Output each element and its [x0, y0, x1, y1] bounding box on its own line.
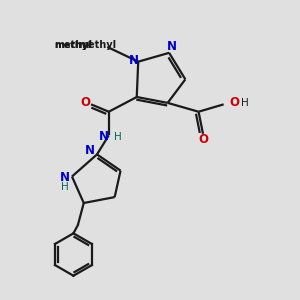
- Text: methyl: methyl: [78, 40, 116, 50]
- Text: H: H: [241, 98, 248, 108]
- Text: O: O: [198, 133, 208, 146]
- Text: methyl: methyl: [55, 41, 92, 50]
- Text: N: N: [128, 54, 139, 67]
- Text: N: N: [98, 130, 109, 143]
- Text: O: O: [81, 96, 91, 110]
- Text: methyl: methyl: [97, 43, 102, 45]
- Text: N: N: [167, 40, 176, 53]
- Text: O: O: [229, 96, 239, 110]
- Text: H: H: [61, 182, 68, 192]
- Text: methyl: methyl: [55, 40, 93, 50]
- Text: N: N: [85, 144, 94, 158]
- Text: H: H: [114, 132, 122, 142]
- Text: N: N: [60, 171, 70, 184]
